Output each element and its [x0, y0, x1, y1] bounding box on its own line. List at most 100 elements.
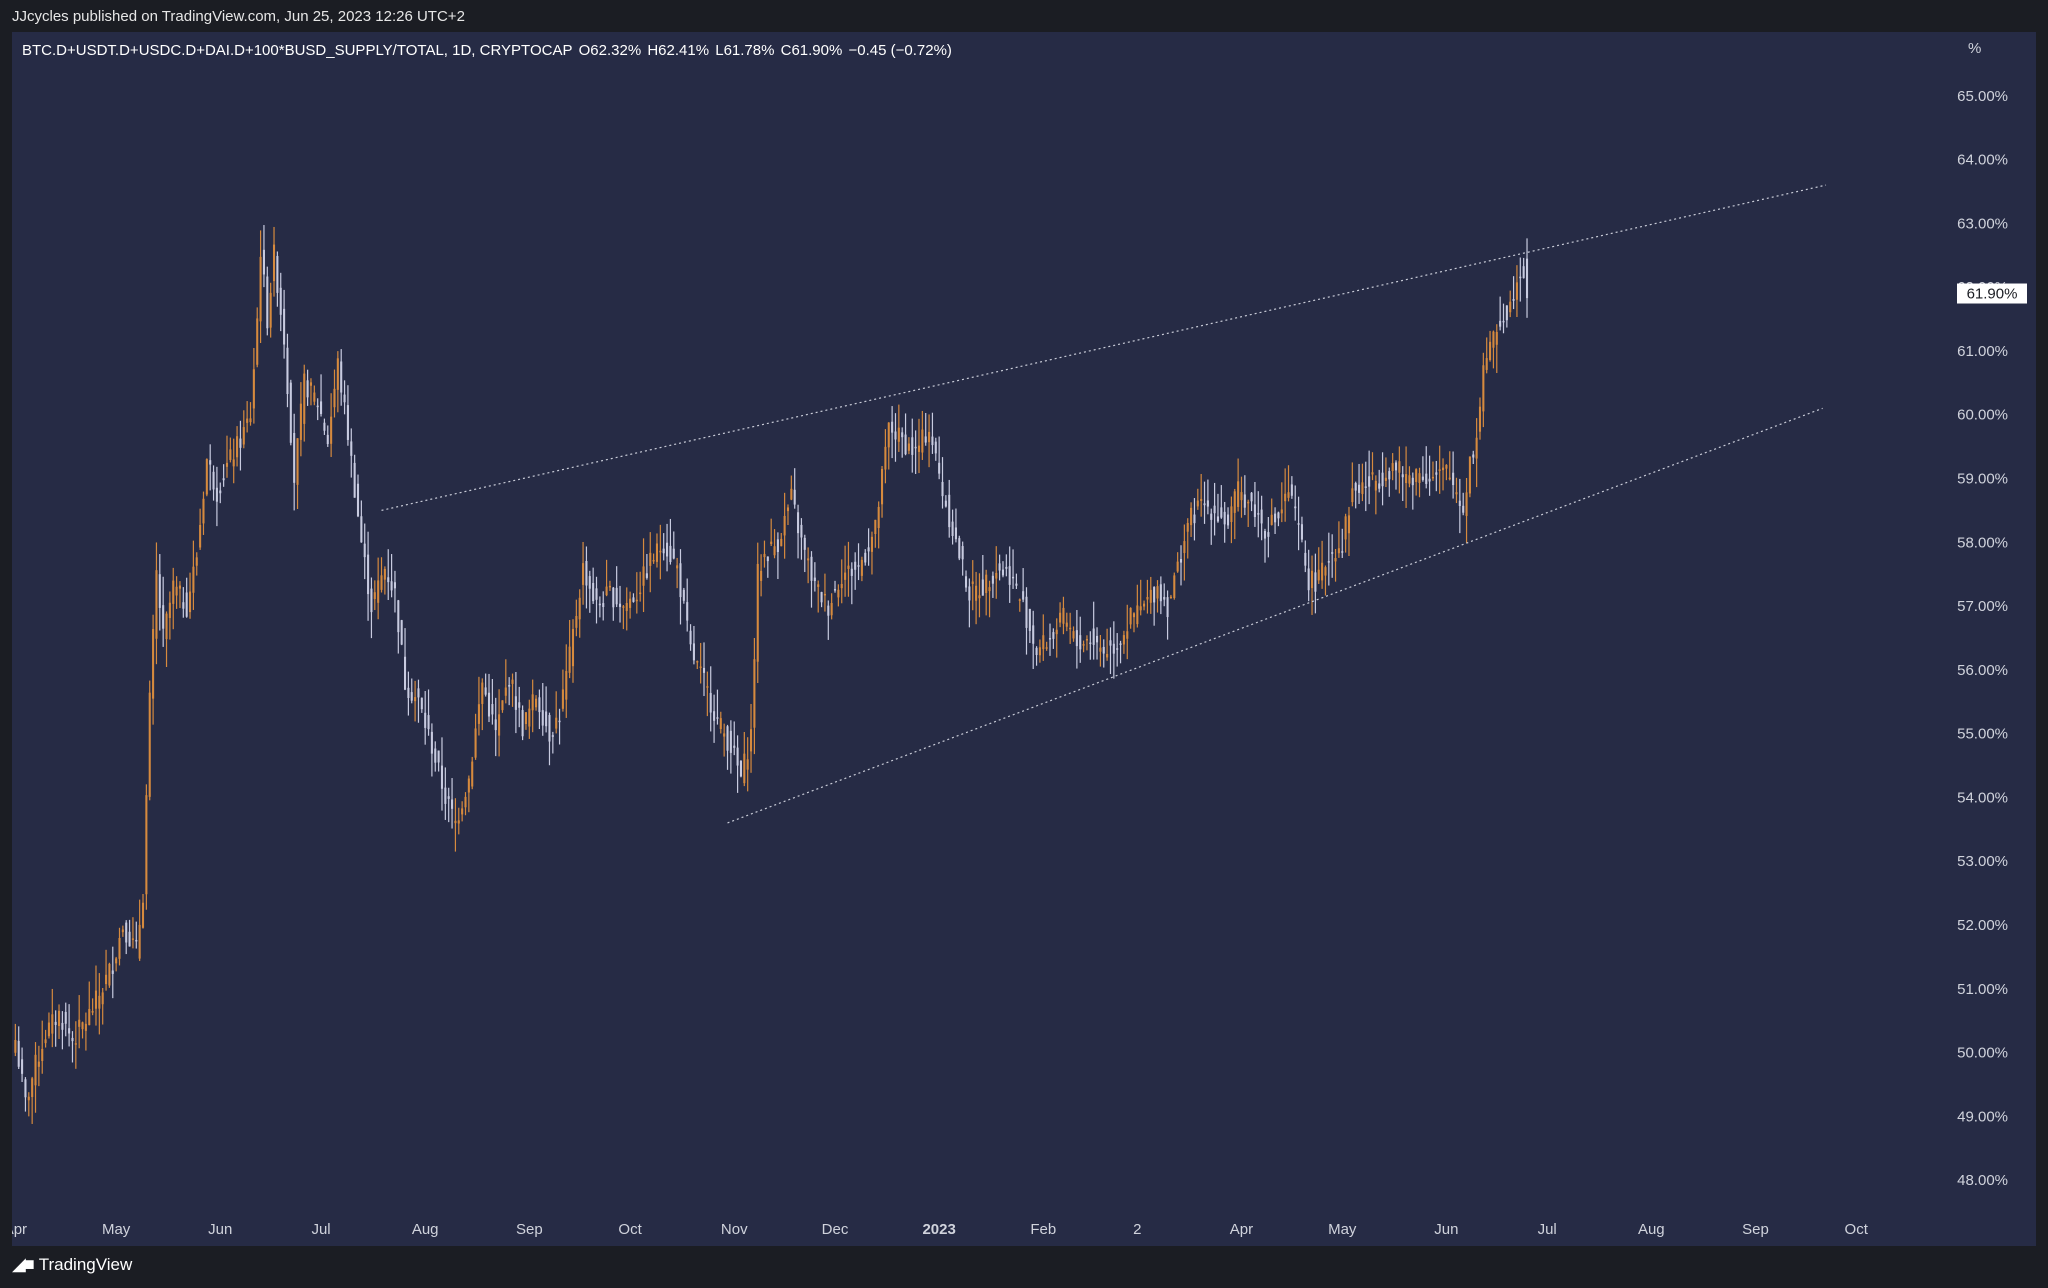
candle-body — [451, 799, 454, 809]
candle-body — [1220, 507, 1223, 518]
candle-body — [1253, 504, 1256, 518]
candle-body — [699, 666, 702, 668]
candle-body — [1388, 471, 1391, 480]
candle-body — [326, 434, 329, 445]
candle-body — [823, 593, 826, 596]
chart-panel[interactable]: 48.00% 49.00% 50.00% 51.00% 52.00% 53.00% 54.0… — [12, 32, 2036, 1246]
candle-body — [199, 524, 202, 548]
candle-body — [642, 566, 645, 586]
candle-body — [951, 521, 954, 536]
candle-body — [514, 696, 517, 710]
candle-body — [1250, 492, 1253, 502]
candle-body — [1522, 266, 1525, 279]
candle-body — [1089, 642, 1092, 645]
candle-body — [1008, 566, 1011, 585]
y-tick-label: 57.00% — [1957, 598, 2008, 615]
candle-body — [1112, 643, 1115, 654]
candle-body — [1341, 551, 1344, 553]
candle-body — [1156, 586, 1159, 599]
candle-body — [94, 990, 98, 1009]
candle-body — [749, 729, 753, 752]
candle-body — [1196, 500, 1199, 507]
candle-body — [820, 592, 823, 603]
candle-body — [1223, 511, 1226, 525]
ohlc-low: L61.78% — [715, 42, 775, 59]
candle-body — [1371, 472, 1374, 475]
candle-body — [477, 704, 480, 724]
candle-body — [545, 711, 548, 727]
candle-body — [1018, 599, 1021, 601]
candle-body — [1169, 596, 1172, 599]
candle-body — [766, 556, 769, 562]
candle-body — [1173, 575, 1176, 599]
candle-body — [676, 565, 679, 569]
candle-body — [1163, 596, 1166, 600]
candle-body — [1001, 569, 1005, 576]
candle-body — [1052, 632, 1055, 639]
candle-body — [1435, 472, 1438, 475]
candle-body — [1331, 552, 1334, 554]
candle-body — [639, 592, 642, 595]
candle-body — [914, 446, 917, 449]
candle-body — [618, 603, 622, 607]
symbol-legend[interactable]: BTC.D+USDT.D+USDC.D+DAI.D+100*BUSD_SUPPL… — [22, 42, 954, 59]
candle-body — [397, 600, 400, 633]
candle-body — [508, 685, 511, 687]
candle-body — [971, 581, 974, 584]
candle-body — [830, 603, 833, 616]
candle-body — [645, 573, 648, 578]
candle-body — [655, 543, 659, 562]
candle-body — [561, 689, 564, 709]
candle-body — [1455, 492, 1458, 495]
candle-body — [454, 820, 457, 824]
candle-body — [528, 708, 531, 727]
candle-body — [1394, 462, 1398, 471]
candle-body — [605, 586, 608, 596]
candle-body — [17, 1040, 20, 1067]
candlestick-chart[interactable]: 48.00% 49.00% 50.00% 51.00% 52.00% 53.00% 54.0… — [12, 32, 2036, 1246]
footer-branding[interactable]: ◢■ TradingView — [12, 1254, 132, 1275]
candle-body — [461, 808, 464, 815]
candle-body — [1351, 488, 1354, 503]
symbol-name[interactable]: BTC.D+USDT.D+USDC.D+DAI.D+100*BUSD_SUPPL… — [22, 42, 573, 59]
candle-body — [786, 507, 790, 512]
candle-body — [313, 392, 316, 402]
y-tick-label: 51.00% — [1957, 981, 2008, 998]
candle-body — [105, 974, 108, 985]
candle-body — [511, 679, 514, 684]
y-tick-label: 59.00% — [1957, 470, 2008, 487]
candle-body — [242, 427, 245, 445]
price-axis-unit[interactable]: % — [1968, 40, 1982, 57]
candle-body — [1485, 358, 1488, 370]
x-tick-label: May — [1328, 1221, 1357, 1238]
candle-body — [702, 667, 706, 673]
candle-body — [101, 992, 104, 1005]
candle-body — [457, 820, 460, 824]
candle-body — [1092, 628, 1095, 645]
candle-body — [911, 437, 914, 455]
candle-body — [323, 422, 326, 431]
candle-body — [1216, 516, 1220, 522]
candle-body — [1458, 500, 1461, 506]
candle-body — [1391, 463, 1394, 471]
candle-body — [276, 255, 279, 293]
candle-body — [1227, 514, 1230, 526]
y-tick-label: 53.00% — [1957, 853, 2008, 870]
candle-body — [316, 405, 319, 408]
candle-body — [145, 795, 148, 895]
candle-body — [1314, 572, 1317, 592]
candle-body — [121, 929, 124, 933]
candle-body — [975, 585, 978, 601]
candle-body — [743, 753, 746, 784]
candle-body — [924, 436, 927, 443]
candle-body — [1015, 583, 1018, 586]
candle-body — [417, 688, 420, 698]
candle-body — [706, 686, 709, 688]
candle-body — [289, 382, 292, 443]
y-tick-label: 48.00% — [1957, 1172, 2008, 1189]
candle-body — [222, 478, 225, 481]
x-tick-label: Jul — [311, 1221, 330, 1238]
candle-body — [1210, 513, 1213, 520]
candle-body — [1119, 643, 1122, 645]
candle-body — [303, 373, 306, 424]
